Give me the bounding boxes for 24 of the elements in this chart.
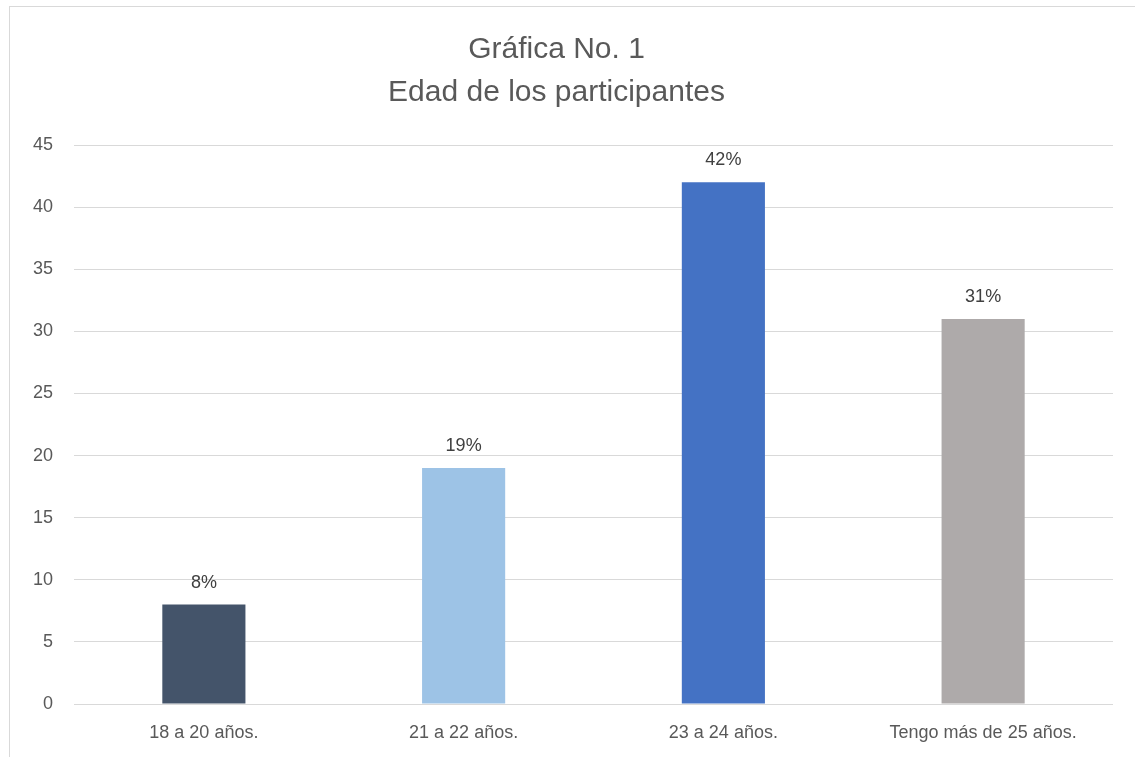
y-tick-label: 45 [32,133,53,154]
bar [941,318,1025,704]
y-tick-label: 40 [32,196,53,217]
data-label: 19% [445,434,482,455]
y-tick-label: 30 [32,320,53,341]
y-tick-label: 25 [32,382,53,403]
y-tick-label: 0 [42,692,53,713]
bar [681,182,765,704]
y-tick-label: 10 [32,568,53,589]
chart-subtitle: Edad de los participantes [388,74,725,108]
data-label: 31% [965,285,1002,306]
x-tick-label: 21 a 22 años. [409,721,519,742]
data-label: 8% [190,571,217,592]
data-label: 42% [705,149,742,170]
y-tick-label: 35 [32,258,53,279]
bar [162,604,246,704]
x-tick-label: 18 a 20 años. [149,721,259,742]
y-tick-label: 15 [32,506,53,527]
bar [422,467,506,704]
y-tick-label: 20 [32,444,53,465]
y-tick-label: 5 [42,630,53,651]
x-tick-label: 23 a 24 años. [668,721,778,742]
x-tick-label: Tengo más de 25 años. [889,721,1077,742]
chart-title: Gráfica No. 1 [468,31,645,65]
